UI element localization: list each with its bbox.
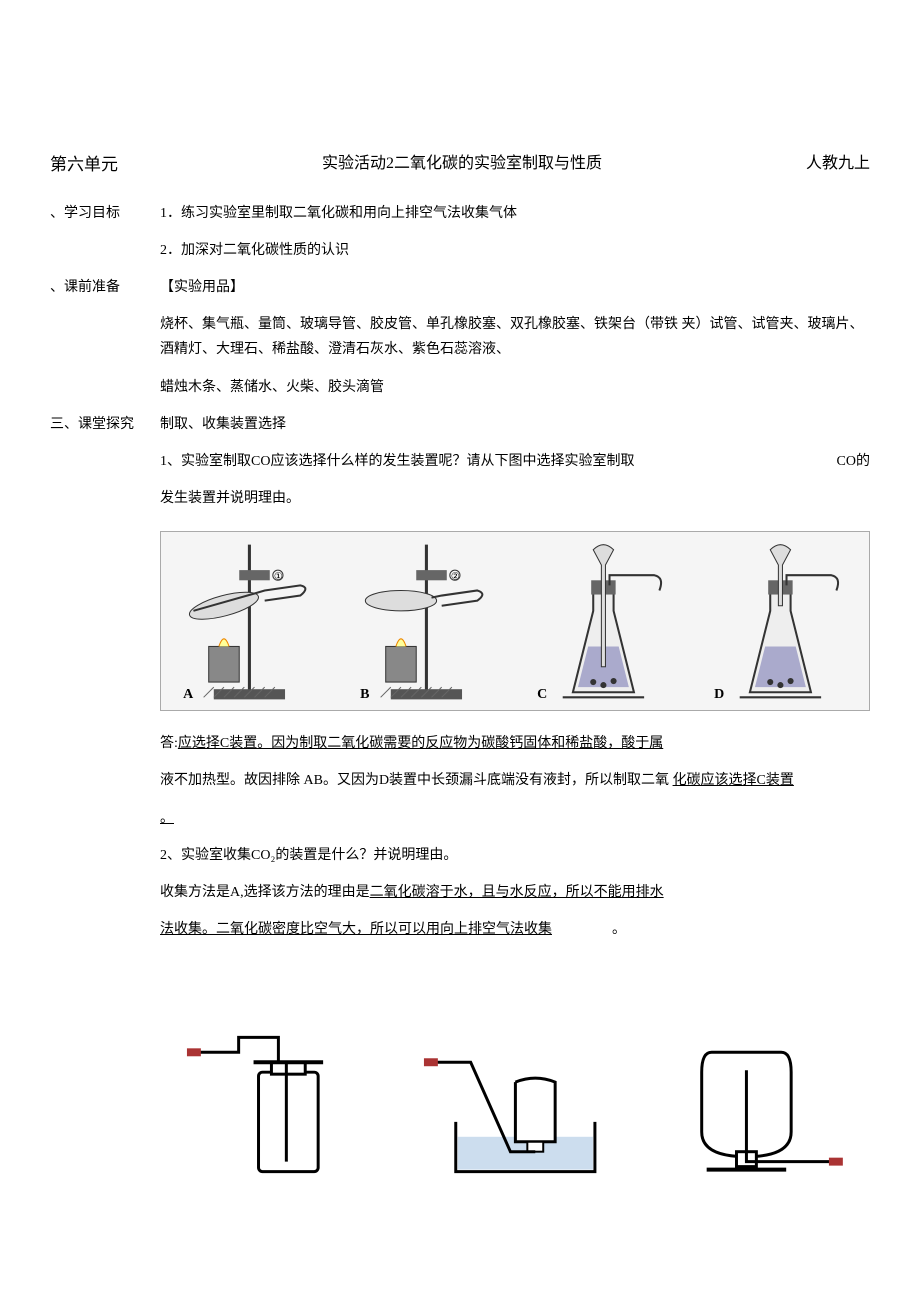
label-c: C xyxy=(537,682,547,707)
exploration-subtitle: 制取、收集装置选择 xyxy=(160,412,870,437)
apparatus-diagram-row: ① A xyxy=(160,531,870,711)
apparatus-a: ① A xyxy=(168,532,331,710)
section-label-3: 三、课堂探究 xyxy=(50,412,160,437)
question-2: 2、实验室收集CO₂的装置是什么？并说明理由。 xyxy=(160,843,870,868)
answer-prefix: 答: xyxy=(160,736,178,751)
q1-text-2: CO的 xyxy=(837,449,870,474)
label-a: A xyxy=(183,682,193,707)
question-1: 1、实验室制取CO应该选择什么样的发生装置呢？请从下图中选择实验室制取 CO的 … xyxy=(160,449,870,511)
section-preparation: 、课前准备 【实验用品】 xyxy=(50,275,870,300)
answer-2-line2: 法收集。二氧化碳密度比空气大，所以可以用向上排空气法收集 。 xyxy=(160,917,870,942)
a2-l1a: 收集方法是A,选择该方法的理由是 xyxy=(160,885,370,900)
apparatus-d: D xyxy=(699,532,862,710)
answer-line-2a: 液不加热型。故因排除 AB。又因为D装置中长颈漏斗底端没有液封，所以制取二氧 xyxy=(160,773,669,788)
lab-materials-title: 【实验用品】 xyxy=(160,275,870,300)
answer-1-line3: 。 xyxy=(160,806,870,831)
a2-l2b: 。 xyxy=(612,922,626,937)
section-exploration: 三、课堂探究 制取、收集装置选择 xyxy=(50,412,870,437)
circled-1: ① xyxy=(274,572,283,583)
answer-line-1: 应选择C装置。因为制取二氧化碳需要的反应物为碳酸钙固体和稀盐酸，酸于属 xyxy=(178,736,663,751)
answer-2-line1: 收集方法是A,选择该方法的理由是二氧化碳溶于水，且与水反应，所以不能用排水 xyxy=(160,880,870,905)
a2-l2a: 法收集。二氧化碳密度比空气大，所以可以用向上排空气法收集 xyxy=(160,922,552,937)
answer-line-2b: 化碳应该选择C装置 xyxy=(673,773,794,788)
collection-b xyxy=(416,1022,615,1182)
source-label: 人教九上 xyxy=(806,150,870,181)
q1-text-3: 发生装置并说明理由。 xyxy=(160,486,870,511)
section-label-1: 、学习目标 xyxy=(50,201,160,226)
materials-list-1: 烧杯、集气瓶、量筒、玻璃导管、胶皮管、单孔橡胶塞、双孔橡胶塞、铁架台（带铁 夹）… xyxy=(160,312,870,362)
apparatus-b: ② B xyxy=(345,532,508,710)
apparatus-c: C xyxy=(522,532,685,710)
collection-diagram-row xyxy=(160,1022,870,1182)
collection-a xyxy=(179,1022,378,1182)
section-label-2: 、课前准备 xyxy=(50,275,160,300)
label-b: B xyxy=(360,682,369,707)
label-d: D xyxy=(714,682,724,707)
objective-1: 1．练习实验室里制取二氧化碳和用向上排空气法收集气体 xyxy=(160,201,870,226)
answer-1: 答:应选择C装置。因为制取二氧化碳需要的反应物为碳酸钙固体和稀盐酸，酸于属 xyxy=(160,731,870,756)
a2-l1b: 二氧化碳溶于水，且与水反应，所以不能用排水 xyxy=(370,885,664,900)
section-objectives: 、学习目标 1．练习实验室里制取二氧化碳和用向上排空气法收集气体 xyxy=(50,201,870,226)
objective-2: 2．加深对二氧化碳性质的认识 xyxy=(160,238,870,263)
unit-label: 第六单元 xyxy=(50,150,118,181)
header: 第六单元 实验活动2二氧化碳的实验室制取与性质 人教九上 xyxy=(50,150,870,181)
circled-2: ② xyxy=(451,572,460,583)
materials-list-2: 蜡烛木条、蒸储水、火柴、胶头滴管 xyxy=(160,375,870,400)
page-title: 实验活动2二氧化碳的实验室制取与性质 xyxy=(322,150,602,181)
answer-line-3: 。 xyxy=(160,811,174,826)
answer-1-line2: 液不加热型。故因排除 AB。又因为D装置中长颈漏斗底端没有液封，所以制取二氧 化… xyxy=(160,768,870,793)
collection-c xyxy=(652,1022,851,1182)
q1-text-1: 1、实验室制取CO应该选择什么样的发生装置呢？请从下图中选择实验室制取 xyxy=(160,449,634,474)
